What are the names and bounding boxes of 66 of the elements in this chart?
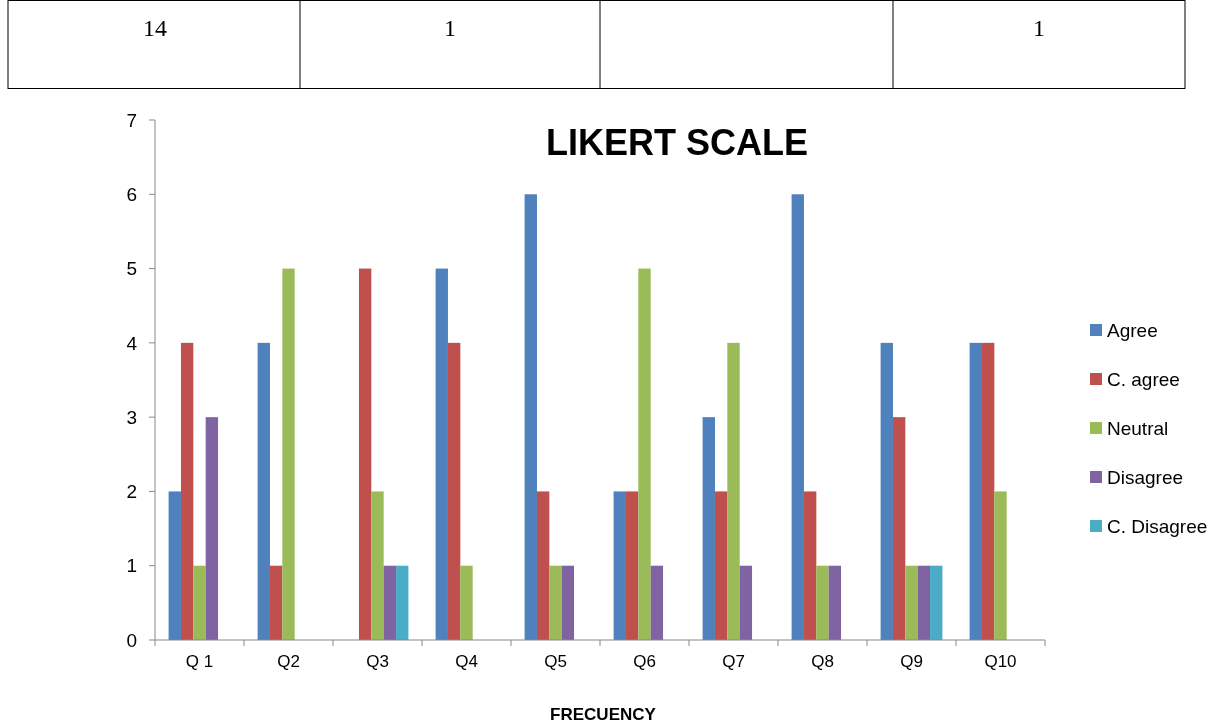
bar bbox=[383, 565, 397, 640]
x-tick-label: Q9 bbox=[900, 652, 923, 671]
text: 1 bbox=[444, 15, 456, 41]
bar bbox=[358, 268, 372, 640]
x-tick-label: Q6 bbox=[633, 652, 656, 671]
bar bbox=[269, 565, 283, 640]
legend-label: C. Disagree bbox=[1107, 515, 1208, 537]
bar bbox=[257, 342, 270, 640]
bar bbox=[549, 565, 562, 640]
text: 1 bbox=[1033, 15, 1045, 41]
bar bbox=[816, 565, 829, 640]
bar bbox=[969, 342, 982, 640]
x-axis-title: FRECUENCY bbox=[550, 705, 657, 724]
y-tick-label: 6 bbox=[126, 183, 137, 205]
bar bbox=[447, 342, 461, 640]
bar bbox=[714, 491, 728, 640]
bar bbox=[803, 491, 817, 640]
bar bbox=[739, 565, 753, 640]
legend-label: Disagree bbox=[1107, 466, 1184, 488]
x-tick-label: Q8 bbox=[811, 652, 834, 671]
y-tick-label: 1 bbox=[126, 555, 137, 577]
y-tick-label: 2 bbox=[126, 481, 137, 503]
y-tick-label: 5 bbox=[126, 258, 137, 280]
legend-label: C. agree bbox=[1107, 368, 1180, 390]
bar bbox=[536, 491, 550, 640]
chart-title: LIKERT SCALE bbox=[545, 122, 809, 163]
bar bbox=[193, 565, 206, 640]
bar bbox=[702, 417, 715, 640]
bar bbox=[930, 565, 943, 640]
bar bbox=[828, 565, 842, 640]
bar bbox=[880, 342, 893, 640]
bar bbox=[371, 491, 384, 640]
bar bbox=[791, 194, 804, 640]
x-tick-label: Q10 bbox=[984, 652, 1017, 671]
x-tick-label: Q5 bbox=[544, 652, 567, 671]
bar bbox=[524, 194, 537, 640]
bar bbox=[205, 417, 219, 640]
x-tick-label: Q2 bbox=[277, 652, 300, 671]
x-tick-label: Q3 bbox=[366, 652, 389, 671]
y-tick-label: 0 bbox=[126, 629, 137, 651]
x-tick-label: Q7 bbox=[722, 652, 745, 671]
bar bbox=[650, 565, 664, 640]
bar bbox=[625, 491, 639, 640]
x-tick-label: Q 1 bbox=[185, 652, 214, 671]
x-tick-label: Q4 bbox=[455, 652, 478, 671]
bar bbox=[282, 268, 295, 640]
legend-label: Neutral bbox=[1107, 417, 1169, 439]
bar bbox=[168, 491, 181, 640]
text: 14 bbox=[143, 15, 167, 41]
bar bbox=[905, 565, 918, 640]
bar bbox=[613, 491, 626, 640]
bar bbox=[994, 491, 1007, 640]
bar bbox=[561, 565, 575, 640]
bar bbox=[727, 342, 740, 640]
y-tick-label: 7 bbox=[126, 109, 137, 131]
bar bbox=[981, 342, 995, 640]
bar bbox=[917, 565, 931, 640]
bar bbox=[435, 268, 448, 640]
bar bbox=[460, 565, 473, 640]
y-tick-label: 4 bbox=[126, 332, 138, 354]
y-tick-label: 3 bbox=[126, 406, 137, 428]
bar bbox=[396, 565, 409, 640]
bar bbox=[180, 342, 194, 640]
legend-label: Agree bbox=[1107, 319, 1158, 341]
bar bbox=[892, 417, 906, 640]
bar bbox=[638, 268, 651, 640]
